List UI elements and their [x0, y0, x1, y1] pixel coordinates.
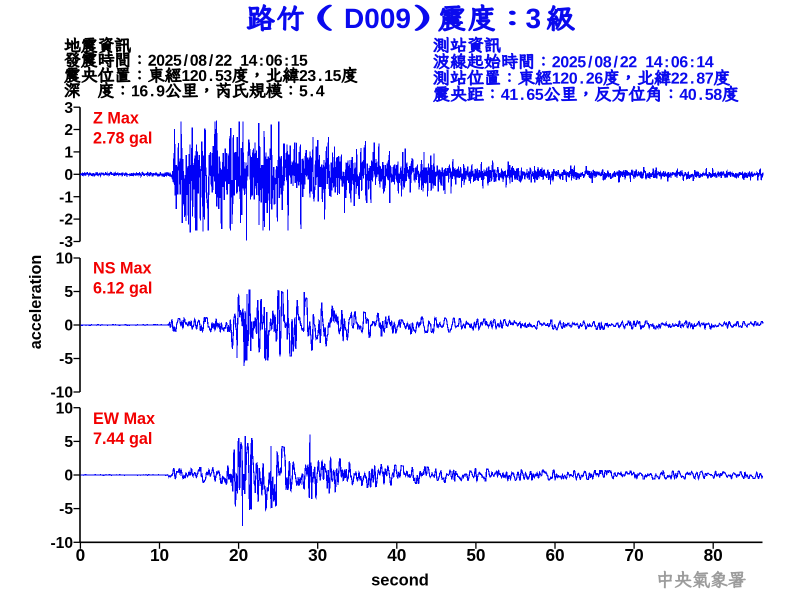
svg-text:60: 60 [545, 545, 564, 565]
svg-text:20: 20 [229, 545, 248, 565]
svg-text:0: 0 [76, 545, 86, 565]
svg-text:5: 5 [64, 434, 73, 451]
svg-text:50: 50 [466, 545, 485, 565]
svg-text:10: 10 [56, 251, 74, 268]
svg-text:EW Max: EW Max [93, 410, 155, 428]
svg-text:10: 10 [150, 545, 169, 565]
svg-text:-3: -3 [59, 234, 73, 251]
svg-text:30: 30 [308, 545, 327, 565]
svg-text:7.44 gal: 7.44 gal [93, 430, 152, 448]
svg-text:-5: -5 [59, 501, 73, 518]
svg-text:-10: -10 [50, 535, 73, 552]
svg-text:second: second [371, 572, 429, 590]
svg-text:70: 70 [625, 545, 644, 565]
svg-text:0: 0 [64, 468, 73, 485]
svg-text:-10: -10 [50, 385, 73, 402]
svg-text:-5: -5 [59, 351, 73, 368]
svg-text:Z Max: Z Max [93, 109, 139, 127]
svg-text:10: 10 [56, 400, 74, 417]
svg-text:3: 3 [64, 100, 73, 117]
svg-text:6.12 gal: 6.12 gal [93, 280, 152, 298]
svg-text:2: 2 [64, 122, 73, 139]
svg-text:acceleration: acceleration [27, 255, 45, 349]
svg-text:2.78 gal: 2.78 gal [93, 130, 152, 148]
svg-text:1: 1 [64, 145, 73, 162]
svg-text:0: 0 [64, 167, 73, 184]
svg-text:0: 0 [64, 318, 73, 335]
svg-text:80: 80 [704, 545, 723, 565]
svg-text:-1: -1 [59, 189, 73, 206]
svg-text:5: 5 [64, 284, 73, 301]
svg-text:-2: -2 [59, 212, 73, 229]
svg-text:40: 40 [387, 545, 406, 565]
svg-text:NS Max: NS Max [93, 260, 151, 278]
